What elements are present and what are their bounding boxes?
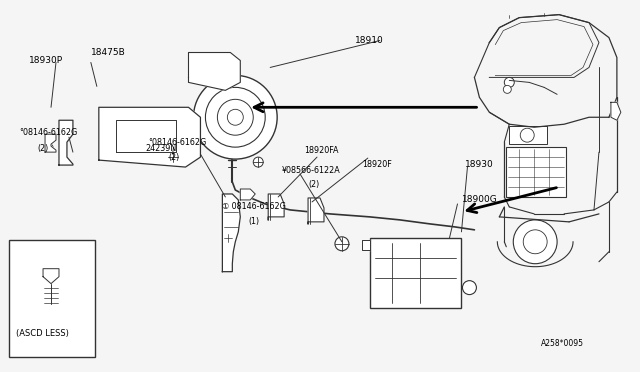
Circle shape xyxy=(503,86,511,93)
Polygon shape xyxy=(268,194,284,220)
Text: °08146-6162G: °08146-6162G xyxy=(19,128,77,137)
Polygon shape xyxy=(611,102,621,120)
Text: °08146-6162G: °08146-6162G xyxy=(148,138,207,147)
Text: ① 08146-6162G: ① 08146-6162G xyxy=(222,202,286,211)
Text: 18930: 18930 xyxy=(465,160,493,169)
Circle shape xyxy=(463,280,476,295)
Polygon shape xyxy=(59,120,73,165)
Text: 18930P: 18930P xyxy=(29,56,63,65)
Circle shape xyxy=(225,234,232,242)
Polygon shape xyxy=(45,134,56,152)
Circle shape xyxy=(520,128,534,142)
Circle shape xyxy=(513,220,557,264)
Circle shape xyxy=(218,99,253,135)
Circle shape xyxy=(168,152,177,162)
Text: (ASCD LESS): (ASCD LESS) xyxy=(16,329,69,338)
Circle shape xyxy=(193,76,277,159)
Polygon shape xyxy=(240,189,255,200)
Text: (1): (1) xyxy=(248,217,259,227)
Circle shape xyxy=(227,109,243,125)
Circle shape xyxy=(47,134,53,140)
Text: (2): (2) xyxy=(37,144,48,153)
Polygon shape xyxy=(99,107,200,167)
Bar xyxy=(370,238,461,308)
Text: 18920F: 18920F xyxy=(362,160,392,169)
Bar xyxy=(506,147,566,197)
Circle shape xyxy=(205,87,265,147)
Polygon shape xyxy=(116,120,175,152)
Circle shape xyxy=(47,144,53,150)
Text: ¥08566-6122A: ¥08566-6122A xyxy=(282,166,341,174)
Text: 18910: 18910 xyxy=(355,36,383,45)
Polygon shape xyxy=(362,240,370,250)
Circle shape xyxy=(524,230,547,254)
Circle shape xyxy=(335,237,349,251)
Bar xyxy=(509,126,547,144)
Text: 18900G: 18900G xyxy=(461,195,497,205)
Text: (2): (2) xyxy=(308,180,319,189)
Text: (2): (2) xyxy=(168,153,180,161)
Text: A258*0095: A258*0095 xyxy=(541,339,584,348)
Text: 18920FA: 18920FA xyxy=(304,145,339,155)
Polygon shape xyxy=(222,194,240,272)
Polygon shape xyxy=(43,269,59,283)
Text: 24239N: 24239N xyxy=(146,144,177,153)
Bar xyxy=(9,240,95,357)
Circle shape xyxy=(504,77,515,87)
Text: 18475B: 18475B xyxy=(91,48,125,57)
Polygon shape xyxy=(308,198,324,224)
Polygon shape xyxy=(189,52,240,90)
Circle shape xyxy=(253,157,263,167)
